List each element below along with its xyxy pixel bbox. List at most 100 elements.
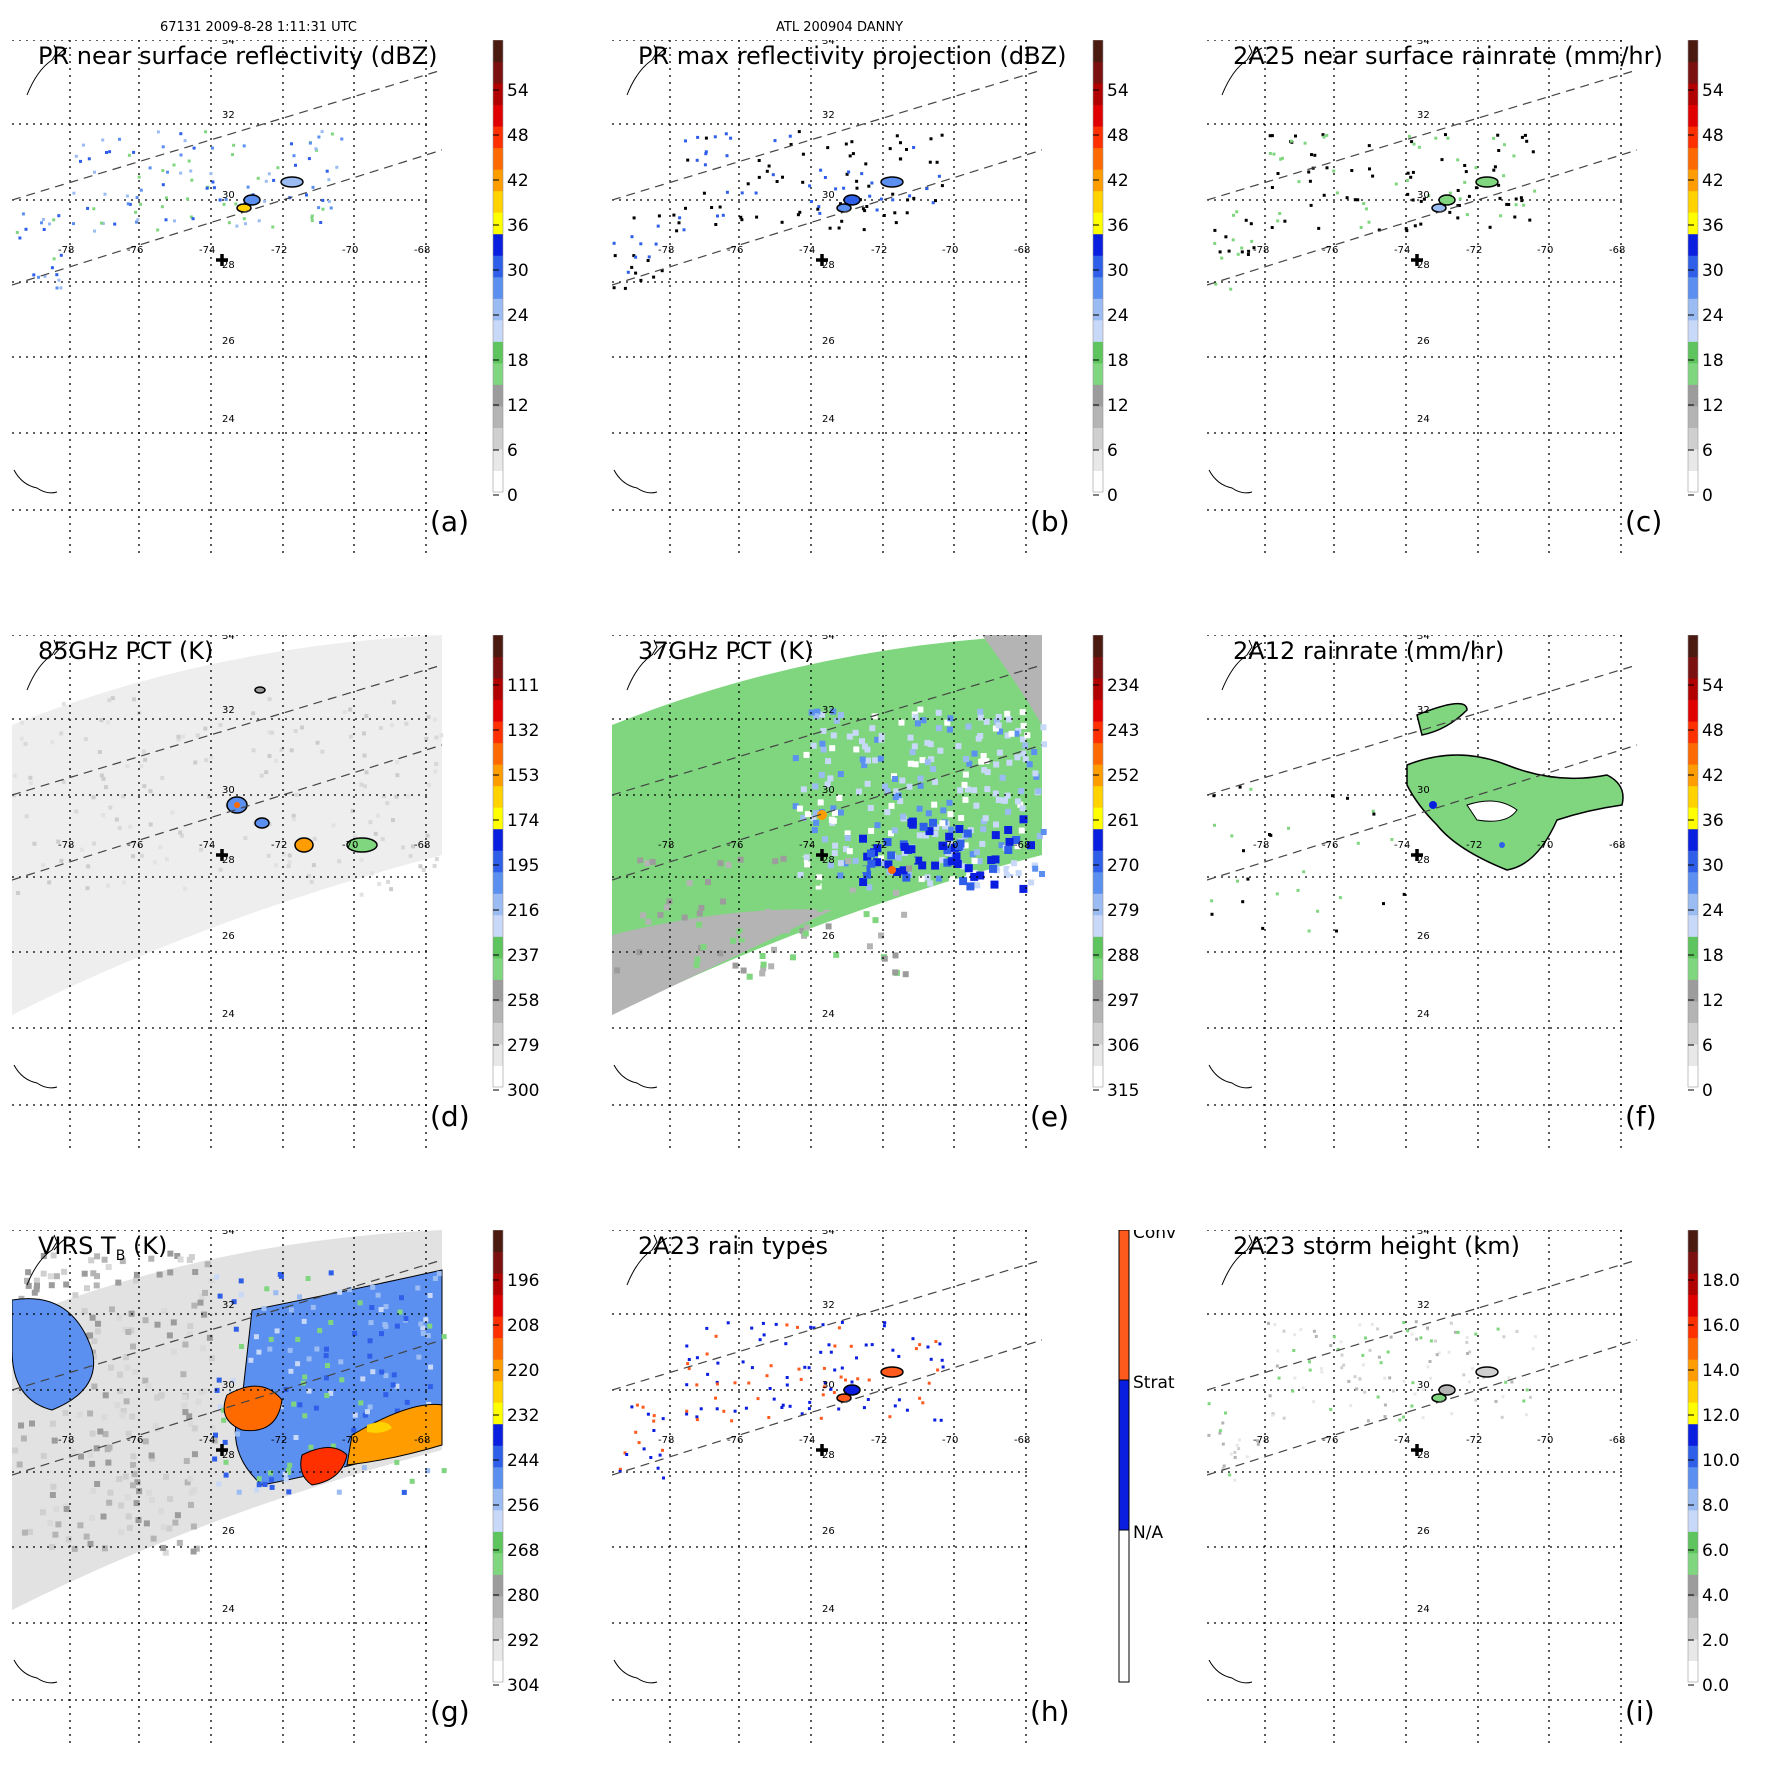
data-pixel — [1229, 1452, 1233, 1456]
data-pixel — [940, 133, 944, 137]
data-pixel — [106, 720, 111, 725]
data-pixel — [130, 1462, 137, 1468]
colorbar-segment — [1688, 1638, 1698, 1661]
data-pixel — [863, 911, 870, 918]
data-pixel — [646, 1412, 650, 1416]
data-pixel — [833, 1368, 837, 1372]
data-pixel — [433, 769, 438, 774]
data-pixel — [386, 879, 391, 884]
data-pixel — [189, 215, 193, 219]
colorbar-tick-label: 153 — [507, 766, 539, 786]
data-pixel — [1218, 250, 1222, 254]
data-pixel — [652, 275, 656, 279]
data-pixel — [1448, 210, 1452, 214]
data-pixel — [962, 842, 969, 849]
data-pixel — [1463, 164, 1467, 167]
data-pixel — [139, 188, 143, 192]
lon-label: -78 — [58, 840, 74, 851]
data-pixel — [211, 1437, 218, 1444]
data-pixel — [370, 1284, 376, 1290]
colorbar-segment — [493, 1230, 503, 1253]
colorbar-segment — [1093, 255, 1103, 278]
panel-label: (g) — [430, 1695, 470, 1728]
data-pixel — [136, 1488, 143, 1495]
data-pixel — [59, 731, 64, 736]
data-pixel — [801, 152, 805, 156]
data-pixel — [760, 961, 767, 968]
colorbar-tick-label: 216 — [507, 901, 539, 921]
data-pixel — [231, 1299, 237, 1305]
data-pixel — [855, 186, 859, 190]
panel-title: 85GHz PCT (K) — [38, 637, 214, 665]
data-pixel — [1507, 1376, 1511, 1380]
data-pixel — [1402, 1415, 1405, 1419]
data-pixel — [893, 788, 900, 795]
data-pixel — [126, 1524, 133, 1531]
data-pixel — [809, 200, 813, 203]
storm-center-marker — [1411, 1444, 1423, 1456]
data-pixel — [781, 1403, 785, 1407]
data-pixel — [1371, 174, 1375, 178]
data-pixel — [783, 927, 790, 934]
data-pixel — [1278, 212, 1282, 215]
data-pixel — [187, 1323, 194, 1329]
data-pixel — [148, 822, 153, 827]
data-pixel — [830, 805, 837, 812]
data-pixel — [685, 1409, 689, 1413]
data-pixel — [1293, 1333, 1297, 1337]
data-pixel — [788, 1404, 792, 1408]
data-pixel — [264, 770, 269, 775]
data-pixel — [432, 863, 437, 868]
data-pixel — [980, 818, 987, 825]
data-pixel — [101, 1414, 108, 1421]
data-pixel — [1233, 1455, 1237, 1459]
data-pixel — [933, 824, 940, 831]
data-pixel — [1402, 1321, 1406, 1324]
data-pixel — [658, 1453, 662, 1457]
data-pixel — [726, 1321, 730, 1325]
data-pixel — [1307, 929, 1311, 933]
data-pixel — [965, 723, 972, 730]
data-pixel — [314, 1346, 320, 1352]
data-pixel — [684, 139, 687, 143]
data-pixel — [1338, 896, 1342, 900]
colorbar-tick-label: N/A — [1133, 1523, 1163, 1543]
data-pixel — [887, 851, 896, 860]
data-pixel — [306, 1388, 312, 1394]
data-pixel — [20, 720, 24, 725]
data-pixel — [919, 757, 926, 764]
data-pixel — [820, 746, 827, 753]
colorbar-frame — [1092, 635, 1104, 1088]
data-pixel — [1032, 770, 1039, 777]
lon-label: -76 — [727, 840, 743, 851]
data-pixel — [1313, 153, 1317, 157]
data-pixel — [891, 1348, 895, 1352]
data-pixel — [238, 1278, 244, 1284]
data-pixel — [218, 198, 222, 202]
lon-label: -74 — [199, 245, 215, 256]
data-pixel — [1467, 1380, 1471, 1384]
lat-label: 32 — [1417, 1300, 1430, 1311]
lat-label: 34 — [222, 1230, 235, 1237]
data-pixel — [875, 208, 879, 212]
data-pixel — [193, 760, 198, 765]
data-pixel — [796, 1325, 799, 1329]
cold-ocean-region — [612, 909, 832, 1015]
lat-label: 30 — [222, 1380, 235, 1391]
data-pixel — [955, 842, 964, 851]
data-pixel — [639, 278, 643, 282]
data-pixel — [348, 707, 353, 712]
data-pixel — [1017, 801, 1024, 808]
data-pixel — [867, 184, 871, 188]
colorbar-tick-label: 24 — [507, 306, 529, 326]
lon-label: -76 — [727, 1435, 743, 1446]
colorbar-segment — [1688, 635, 1698, 658]
data-pixel — [925, 187, 929, 191]
colorbar-segment — [493, 721, 503, 744]
data-pixel — [686, 1362, 690, 1366]
data-pixel — [783, 871, 790, 878]
data-pixel — [991, 831, 1000, 840]
data-pixel — [754, 921, 761, 928]
data-pixel — [142, 1377, 149, 1384]
data-pixel — [733, 1409, 737, 1413]
